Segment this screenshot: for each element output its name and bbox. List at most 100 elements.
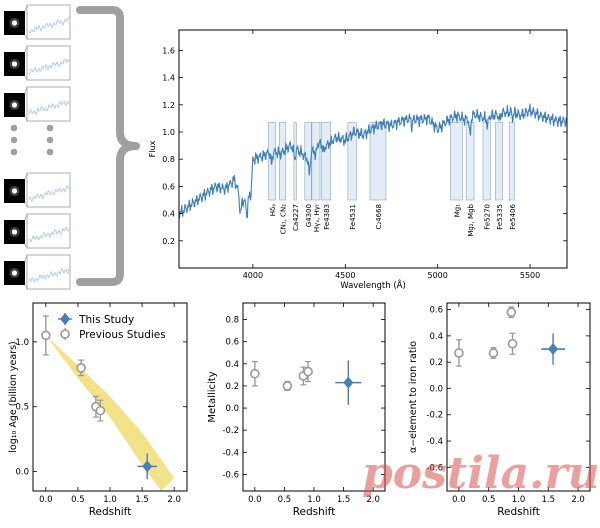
data-point-diamond [343, 376, 354, 389]
y-axis-label: Metallicity [207, 371, 218, 422]
galaxy-halo [9, 18, 20, 28]
thumb-connector [24, 45, 28, 81]
data-point-circle [95, 405, 106, 416]
thumb-spectrum-line [28, 267, 70, 283]
galaxy-halo [9, 227, 20, 237]
y-tick-label: 0.2 [429, 358, 443, 368]
y-tick-label: 0.4 [162, 210, 175, 219]
thumbnail-6 [4, 254, 71, 290]
x-tick-label: 4000 [243, 271, 263, 280]
galaxy-core [11, 229, 18, 235]
band-label: C₂4668 [375, 204, 383, 230]
index-band [450, 122, 463, 201]
data-point-circle [282, 381, 293, 391]
x-tick-label: 1.5 [337, 495, 351, 505]
y-tick-label: -0.4 [222, 448, 239, 458]
thumb-connector [24, 254, 28, 290]
y-tick-label: 1.0 [15, 338, 29, 348]
y-tick-label: 0.8 [162, 155, 175, 164]
index-band [482, 122, 491, 201]
x-tick-label: 1.0 [512, 495, 526, 505]
thumbnail-5 [4, 213, 71, 249]
galaxy-halo [9, 186, 20, 196]
ellipsis-dot [46, 124, 54, 132]
data-point-circle [506, 307, 517, 318]
index-band [279, 122, 287, 201]
x-tick-label: 0.5 [278, 495, 292, 505]
band-label: Fe5406 [509, 203, 517, 229]
y-axis-label: log₁₀ Age (billion years) [8, 341, 19, 453]
index-bands [267, 122, 515, 201]
data-point-circle [76, 363, 86, 373]
y-tick-label: 0.4 [429, 332, 443, 342]
y-tick-label: 0.8 [225, 316, 239, 326]
y-tick-label: 0.0 [225, 404, 239, 414]
x-tick-label: 0.0 [248, 495, 262, 505]
x-tick-label: 0.5 [71, 495, 85, 505]
index-band [465, 122, 475, 201]
x-tick-label: 0.0 [39, 495, 53, 505]
y-tick-label: 0.0 [429, 384, 443, 394]
data-point-circle [250, 368, 260, 379]
y-tick-label: 0.0 [15, 468, 29, 478]
thumb-spectrum-line [28, 16, 70, 35]
x-tick-label: 2.0 [366, 495, 380, 505]
y-tick-label: -0.2 [222, 426, 239, 436]
thumb-connector [24, 4, 28, 40]
index-band [320, 122, 331, 201]
band-label: Fe5270 [484, 204, 492, 230]
x-tick-label: 2.0 [167, 495, 181, 505]
band-label: Ca4227 [292, 204, 300, 231]
y-tick-label: 1.6 [162, 46, 175, 55]
x-tick-label: 2.0 [571, 495, 585, 505]
index-band [347, 122, 357, 201]
x-tick-label: 1.5 [135, 495, 149, 505]
y-tick-label: 0.6 [225, 338, 239, 348]
spectrum-frame [178, 29, 568, 269]
y-tick-label: 0.2 [225, 382, 239, 392]
y-tick-label: 0.6 [429, 306, 443, 316]
x-tick-label: 1.5 [542, 495, 556, 505]
index-band [311, 122, 321, 201]
y-tick-label: 0.4 [225, 360, 239, 370]
band-label: G4300 [305, 204, 313, 227]
legend-label: Previous Studies [79, 329, 166, 341]
band-label: Fe4531 [349, 204, 357, 230]
legend: This Study Previous Studies [58, 313, 166, 341]
data-point-circle [454, 348, 464, 358]
x-tick-label: 5500 [520, 271, 540, 280]
y-tick-label: 0.5 [15, 403, 29, 413]
y-tick-label: -0.2 [426, 411, 443, 421]
spectrum-thumb-frame [26, 86, 71, 122]
ellipsis-dot [46, 136, 54, 144]
y-tick-label: 0.2 [162, 237, 175, 246]
thumbnail-4 [4, 172, 71, 208]
spectrum-line [178, 103, 568, 219]
index-band [369, 122, 387, 201]
legend-label: This Study [78, 314, 134, 326]
ellipsis-dot [46, 148, 54, 156]
index-band [508, 122, 515, 201]
y-tick-label: 1.2 [162, 101, 175, 110]
ellipsis-dot [10, 136, 18, 144]
band-label: Mg₂, Mgb [467, 203, 475, 236]
thumb-spectrum-line [28, 226, 70, 243]
x-axis-label: Redshift [89, 506, 132, 518]
x-tick-label: 0.5 [482, 495, 496, 505]
spectrum-thumb-frame [26, 213, 71, 249]
band-label: Fe5335 [496, 204, 504, 230]
thumb-spectrum-line [28, 99, 70, 116]
band-label: Hδₐ [269, 204, 277, 217]
data-point-circle [303, 366, 313, 377]
thumb-connector [24, 172, 28, 208]
data-point-circle [41, 330, 51, 341]
data-point-diamond [142, 460, 153, 473]
legend-diamond [60, 313, 71, 325]
galaxy-core [11, 270, 18, 276]
y-axis-label: α−element to iron ratio [408, 341, 419, 453]
x-tick-label: 0.0 [452, 495, 466, 505]
thumbnail-group [4, 4, 71, 290]
thumb-spectrum-line [28, 58, 70, 76]
